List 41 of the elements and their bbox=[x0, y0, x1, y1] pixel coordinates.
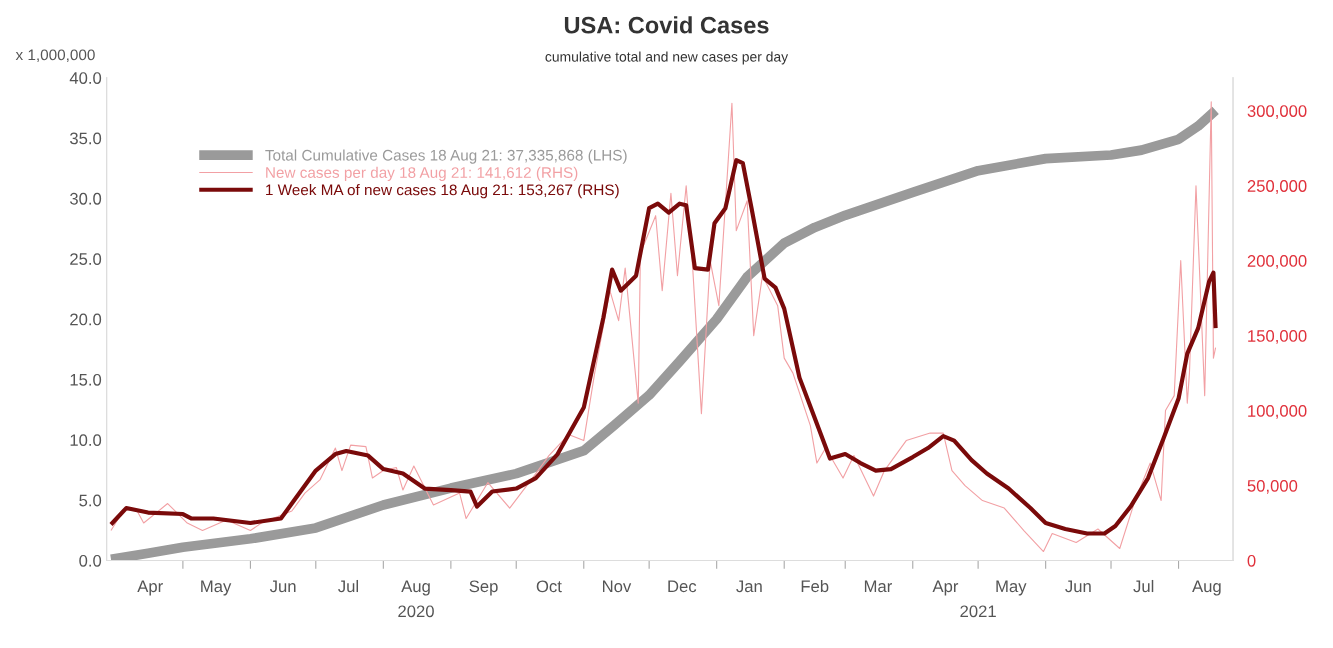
y-tick-label: 25.0 bbox=[70, 253, 102, 265]
y-axis-title: x 1,000,000 bbox=[15, 49, 95, 63]
y-tick-label: 5.0 bbox=[79, 494, 102, 507]
y2-tick-label: 0 bbox=[1247, 554, 1256, 567]
x-tick-label: Jul bbox=[1133, 579, 1154, 593]
x-tick-label: Oct bbox=[536, 580, 562, 593]
legend-label: New cases per day 18 Aug 21: 141,612 (RHS) bbox=[266, 166, 578, 181]
x-tick-label: Feb bbox=[801, 579, 829, 593]
x-tick-label: Mar bbox=[864, 580, 892, 593]
x-tick-label: Jan bbox=[736, 580, 762, 593]
legend-label: Total Cumulative Cases 18 Aug 21: 37,335,868 (LHS) bbox=[265, 149, 627, 164]
x-tick-label: Aug bbox=[1192, 580, 1221, 596]
y2-tick-label: 50,000 bbox=[1247, 479, 1298, 494]
y-tick-label: 15.0 bbox=[70, 373, 102, 386]
x-tick-label: Jul bbox=[338, 579, 359, 593]
x-tick-label: Apr bbox=[932, 580, 959, 596]
legend-label: 1 Week MA of new cases 18 Aug 21: 153,267 (RHS) bbox=[266, 184, 619, 199]
x-tick-label: Jun bbox=[269, 580, 296, 593]
x-tick-label: Dec bbox=[668, 580, 697, 593]
text: 2021 bbox=[960, 605, 996, 618]
y-tick-label: 35.0 bbox=[69, 132, 102, 145]
y-tick-label: 0.0 bbox=[79, 554, 102, 567]
y2-tick-label: 100,000 bbox=[1248, 405, 1307, 419]
chart-subtitle: cumulative total and new cases per day bbox=[545, 51, 789, 65]
y2-tick-label: 150,000 bbox=[1248, 330, 1307, 344]
x-tick-label: Apr bbox=[137, 580, 163, 596]
y2-tick-label: 250,000 bbox=[1247, 180, 1307, 194]
y-tick-label: 40.0 bbox=[69, 72, 102, 84]
chart-title: USA: Covid Cases bbox=[564, 16, 769, 34]
x-tick-label: May bbox=[201, 580, 232, 596]
y-tick-label: 30.0 bbox=[69, 192, 102, 205]
x-tick-label: Aug bbox=[401, 580, 430, 596]
x-tick-label: Sep bbox=[469, 580, 498, 596]
x-tick-label: Nov bbox=[603, 580, 632, 593]
x-tick-label: May bbox=[996, 580, 1027, 596]
text: 2020 bbox=[398, 605, 434, 618]
x-tick-label: Jun bbox=[1065, 580, 1091, 593]
y2-tick-label: 200,000 bbox=[1247, 255, 1307, 269]
y2-tick-label: 300,000 bbox=[1247, 105, 1307, 119]
y-tick-label: 10.0 bbox=[70, 434, 102, 447]
y-tick-label: 20.0 bbox=[70, 313, 102, 326]
